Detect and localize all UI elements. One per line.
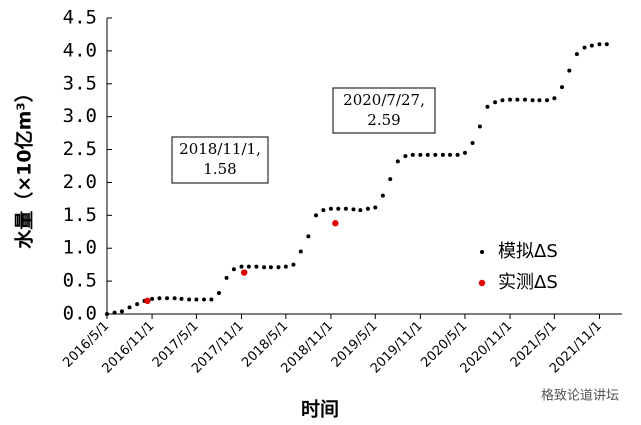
- annotation-text: 2.59: [367, 111, 400, 129]
- point: [358, 208, 363, 213]
- point: [462, 150, 467, 155]
- point: [254, 264, 259, 269]
- point: [485, 104, 490, 109]
- point: [119, 309, 124, 314]
- annotation-box: [171, 136, 269, 184]
- point: [172, 296, 177, 301]
- y-axis-label: 水量（×10亿m³）: [13, 83, 36, 248]
- point: [343, 206, 348, 211]
- point: [291, 262, 296, 267]
- point: [604, 42, 609, 47]
- point: [388, 177, 393, 182]
- point: [224, 275, 229, 280]
- point: [241, 269, 248, 276]
- point: [522, 97, 527, 102]
- annotation-text: 1.58: [203, 160, 236, 178]
- point: [530, 98, 535, 103]
- point: [589, 43, 594, 48]
- watermark: 格致论道讲坛: [541, 388, 619, 404]
- point: [403, 154, 408, 159]
- y-tick-label: 3.5: [63, 72, 97, 94]
- point: [418, 152, 423, 157]
- point: [380, 193, 385, 198]
- point: [276, 265, 281, 270]
- point: [105, 312, 109, 316]
- annotation-box: [332, 87, 436, 134]
- point: [313, 213, 318, 218]
- point: [500, 98, 505, 103]
- point: [508, 97, 513, 102]
- point: [283, 264, 288, 269]
- point: [395, 159, 400, 164]
- point: [336, 206, 341, 211]
- legend-marker: [478, 279, 486, 287]
- point: [582, 45, 587, 50]
- point: [298, 249, 303, 254]
- point: [268, 265, 273, 270]
- legend-label: 模拟ΔS: [498, 241, 558, 262]
- y-tick-label: 1.0: [63, 237, 97, 259]
- point: [433, 152, 438, 157]
- point: [597, 42, 602, 47]
- y-tick-label: 0.0: [63, 303, 97, 325]
- point: [455, 152, 460, 157]
- point: [574, 52, 579, 57]
- point: [493, 100, 498, 105]
- point: [179, 296, 184, 301]
- point: [552, 96, 557, 101]
- point: [135, 302, 140, 307]
- point: [477, 124, 482, 129]
- legend-marker: [480, 250, 484, 254]
- point: [216, 290, 221, 295]
- point: [194, 297, 199, 302]
- point: [537, 98, 542, 103]
- annotation-text: 2020/7/27,: [343, 91, 425, 109]
- point: [440, 152, 445, 157]
- legend-label: 实测ΔS: [498, 272, 558, 293]
- y-tick-label: 0.5: [63, 270, 97, 292]
- annotation-text: 2018/11/1,: [179, 140, 261, 158]
- point: [202, 297, 207, 302]
- point: [373, 205, 378, 210]
- point: [306, 234, 311, 239]
- point: [567, 68, 572, 73]
- point: [150, 296, 155, 301]
- x-axis-label: 时间: [301, 399, 339, 421]
- point: [187, 297, 192, 302]
- y-tick-label: 4.5: [63, 7, 97, 29]
- point: [365, 206, 370, 211]
- y-tick-label: 4.0: [63, 39, 97, 61]
- point: [321, 208, 326, 213]
- point: [231, 267, 236, 272]
- point: [239, 264, 244, 269]
- point: [410, 152, 415, 157]
- point: [112, 310, 117, 315]
- point: [351, 207, 356, 212]
- point: [515, 97, 520, 102]
- y-tick-label: 3.0: [63, 105, 97, 127]
- y-tick-label: 1.5: [63, 204, 97, 226]
- point: [127, 305, 132, 310]
- y-tick-label: 2.0: [63, 171, 97, 193]
- point: [209, 297, 214, 302]
- point: [545, 98, 550, 103]
- point: [332, 220, 339, 227]
- point: [425, 152, 430, 157]
- point: [448, 152, 453, 157]
- y-tick-label: 2.5: [63, 138, 97, 160]
- point: [157, 296, 162, 301]
- point: [262, 265, 267, 270]
- point: [559, 85, 564, 90]
- point: [470, 140, 475, 145]
- point: [165, 296, 170, 301]
- point: [246, 264, 251, 269]
- point: [144, 297, 151, 305]
- point: [328, 206, 333, 211]
